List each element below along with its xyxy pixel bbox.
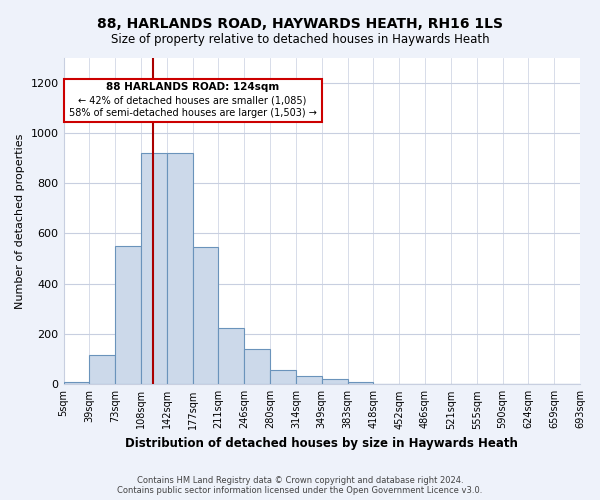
Bar: [218, 328, 244, 384]
Y-axis label: Number of detached properties: Number of detached properties: [15, 133, 25, 308]
X-axis label: Distribution of detached houses by size in Haywards Heath: Distribution of detached houses by size …: [125, 437, 518, 450]
Bar: [141, 153, 167, 384]
Bar: [115, 246, 141, 384]
FancyBboxPatch shape: [64, 79, 322, 122]
Bar: [64, 382, 89, 384]
Text: 88 HARLANDS ROAD: 124sqm: 88 HARLANDS ROAD: 124sqm: [106, 82, 279, 92]
Bar: [347, 382, 373, 384]
Text: Size of property relative to detached houses in Haywards Heath: Size of property relative to detached ho…: [110, 32, 490, 46]
Text: 88, HARLANDS ROAD, HAYWARDS HEATH, RH16 1LS: 88, HARLANDS ROAD, HAYWARDS HEATH, RH16 …: [97, 18, 503, 32]
Bar: [296, 376, 322, 384]
Bar: [167, 153, 193, 384]
Text: Contains HM Land Registry data © Crown copyright and database right 2024.
Contai: Contains HM Land Registry data © Crown c…: [118, 476, 482, 495]
Text: ← 42% of detached houses are smaller (1,085): ← 42% of detached houses are smaller (1,…: [79, 95, 307, 105]
Bar: [322, 380, 347, 384]
Bar: [89, 356, 115, 384]
Text: 58% of semi-detached houses are larger (1,503) →: 58% of semi-detached houses are larger (…: [69, 108, 317, 118]
Bar: [244, 349, 270, 384]
Bar: [193, 248, 218, 384]
Bar: [270, 370, 296, 384]
